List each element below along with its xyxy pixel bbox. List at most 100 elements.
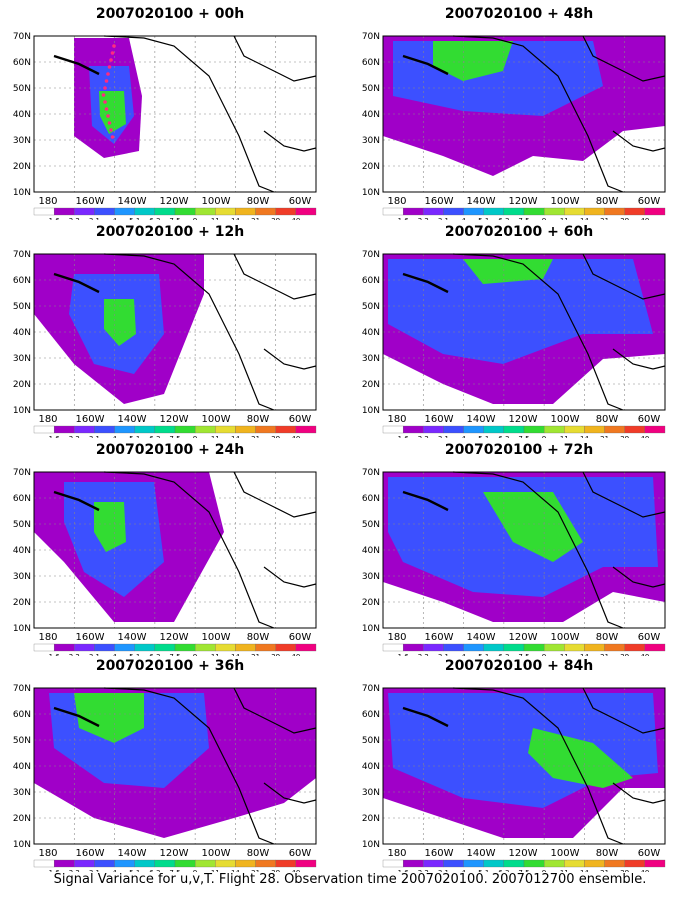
colorbar-swatch (382, 643, 404, 652)
colorbar-swatch (215, 643, 236, 652)
colorbar-swatch (194, 425, 216, 434)
map-plot: 10N 20N 30N 40N 50N 60N 70N 180 160W 140W 120W 100W… (13, 32, 317, 220)
map-panel: 2007020100 + 48h 10N 20N 30N 40N 50N 60N 70N 180… (349, 6, 689, 221)
colorbar-swatch (644, 643, 666, 652)
colorbar-label: 40 (291, 435, 300, 438)
x-tick-label: 140W (467, 414, 496, 425)
y-tick-label: 40N (362, 762, 380, 772)
colorbar-label: 14 (231, 653, 240, 656)
colorbar-label: 4 (112, 653, 117, 656)
colorbar-label: 6.3 (149, 217, 160, 220)
coastline (402, 272, 449, 294)
x-tick-label: 80W (596, 848, 619, 859)
x-tick-label: 140W (118, 632, 147, 643)
colorbar-label: 1.6 (398, 435, 410, 438)
flight-drop-point (112, 44, 116, 48)
colorbar-swatch (584, 207, 605, 216)
colorbar-swatch (215, 859, 236, 868)
colorbar-swatch (382, 207, 404, 216)
y-tick-label: 60N (13, 276, 31, 286)
colorbar-label: 9 (193, 217, 197, 220)
x-tick-label: 80W (596, 414, 619, 425)
colorbar-swatch (174, 425, 196, 434)
contour-green (104, 299, 136, 346)
colorbar-swatch (564, 207, 585, 216)
y-tick-label: 20N (13, 162, 31, 172)
x-tick-label: 140W (118, 196, 147, 207)
y-tick-label: 30N (13, 788, 31, 798)
plot-frame (382, 687, 666, 845)
colorbar-swatch (584, 859, 605, 868)
colorbar-label: 3.1 (89, 653, 100, 656)
colorbar-swatch (194, 207, 216, 216)
x-tick-label: 100W (202, 848, 231, 859)
x-tick-label: 180 (387, 848, 406, 859)
x-tick-label: 180 (387, 414, 406, 425)
x-tick-label: 80W (247, 196, 270, 207)
colorbar-label: 40 (640, 869, 649, 872)
colorbar-label: 3.1 (438, 653, 449, 656)
panel-title: 2007020100 + 00h (95, 6, 245, 22)
colorbar-swatch (94, 207, 115, 216)
colorbar-swatch (443, 425, 464, 434)
y-tick-label: 40N (13, 110, 31, 120)
x-tick-label: 100W (202, 632, 231, 643)
y-tick-label: 20N (362, 598, 380, 608)
flight-drop-point (101, 93, 106, 97)
coastline (582, 253, 666, 300)
colorbar-swatch (215, 425, 236, 434)
y-tick-label: 60N (362, 276, 380, 286)
colorbar-swatch (443, 207, 464, 216)
colorbar-label: 21 (600, 217, 609, 220)
colorbar-label: 9 (542, 217, 546, 220)
colorbar-label: 5.1 (129, 217, 140, 220)
coastline (53, 54, 100, 76)
flight-drop-point (103, 86, 107, 90)
colorbar-swatch (154, 207, 176, 216)
x-tick-label: 100W (202, 196, 231, 207)
flight-drop-point (104, 79, 109, 83)
map-panel: 2007020100 + 60h 10N 20N 30N 40N 50N 60N 70N 180… (349, 224, 689, 439)
x-tick-label: 120W (160, 632, 189, 643)
coastline (53, 490, 100, 512)
colorbar-label: 14 (231, 869, 240, 872)
x-tick-label: 100W (551, 414, 580, 425)
colorbar-swatch (503, 207, 525, 216)
y-tick-label: 10N (13, 624, 31, 634)
colorbar-swatch (94, 643, 115, 652)
colorbar-swatch (543, 859, 565, 868)
colorbar-swatch (235, 207, 256, 216)
colorbar-swatch (255, 859, 276, 868)
contour-green (463, 259, 553, 284)
coastline (103, 35, 275, 193)
colorbar-label: 4 (461, 869, 466, 872)
y-tick-label: 70N (362, 250, 380, 260)
colorbar-swatch (154, 425, 176, 434)
colorbar-label: 29 (620, 653, 629, 656)
colorbar-label: 3.1 (89, 869, 100, 872)
y-tick-label: 50N (13, 84, 31, 94)
panel-title: 2007020100 + 60h (444, 224, 594, 240)
colorbar-swatch (644, 207, 666, 216)
colorbar-swatch (53, 859, 75, 868)
x-tick-label: 140W (118, 848, 147, 859)
colorbar-swatch (624, 643, 646, 652)
colorbar-label: 21 (251, 435, 260, 438)
x-tick-label: 180 (387, 632, 406, 643)
colorbar-swatch (74, 207, 95, 216)
map-plot: 10N 20N 30N 40N 50N 60N 70N 180 160W 140W 120W 100W… (13, 684, 317, 872)
colorbar-label: 29 (271, 217, 280, 220)
coastline (402, 54, 449, 76)
colorbar-swatch (463, 207, 484, 216)
colorbar-label: 14 (231, 435, 240, 438)
colorbar-label: 21 (251, 653, 260, 656)
colorbar-label: 4 (461, 217, 466, 220)
colorbar-swatch (275, 643, 297, 652)
y-tick-label: 10N (362, 840, 380, 850)
x-tick-label: 120W (160, 196, 189, 207)
coastline (263, 566, 317, 588)
x-tick-label: 120W (509, 848, 538, 859)
colorbar-label: 11 (211, 869, 220, 872)
colorbar-label: 29 (271, 653, 280, 656)
colorbar-swatch (114, 859, 135, 868)
